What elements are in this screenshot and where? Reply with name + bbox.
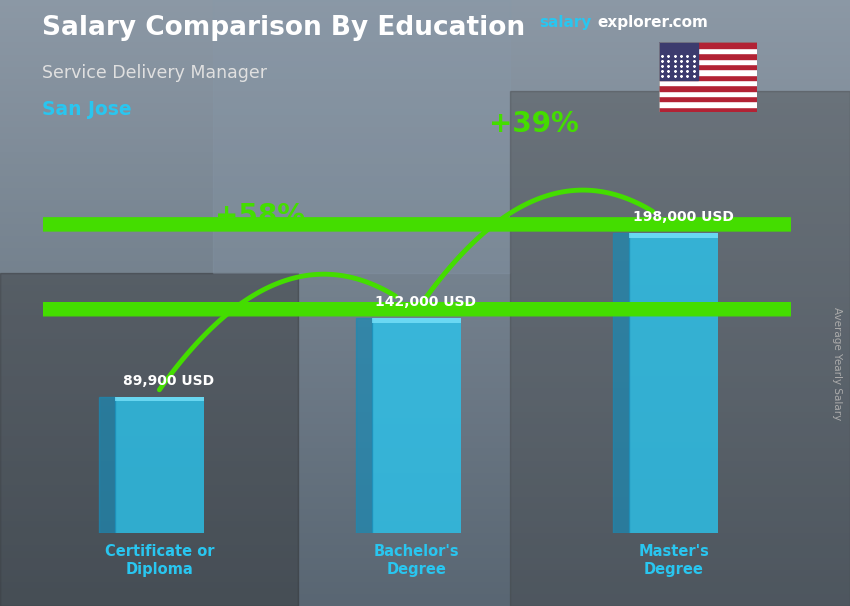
Bar: [115, 397, 204, 533]
Text: 89,900 USD: 89,900 USD: [123, 374, 214, 388]
Bar: [659, 59, 756, 64]
Text: Salary Comparison By Education: Salary Comparison By Education: [42, 15, 525, 41]
Bar: [372, 318, 461, 533]
Bar: [659, 53, 756, 59]
Text: .com: .com: [667, 15, 708, 30]
Bar: [659, 107, 756, 112]
Text: explorer: explorer: [598, 15, 670, 30]
Bar: [629, 233, 718, 533]
Polygon shape: [99, 397, 115, 533]
Bar: [659, 91, 756, 96]
Polygon shape: [0, 302, 850, 316]
Text: San Jose: San Jose: [42, 100, 132, 119]
Text: +39%: +39%: [489, 110, 578, 138]
Bar: [659, 75, 756, 80]
Bar: [629, 233, 718, 238]
Bar: [0, 273, 298, 606]
Bar: [212, 0, 510, 273]
Bar: [659, 96, 756, 101]
Text: +58%: +58%: [215, 202, 305, 230]
Bar: [115, 397, 204, 401]
Bar: [659, 42, 698, 80]
Polygon shape: [356, 318, 372, 533]
Bar: [659, 64, 756, 69]
Text: Service Delivery Manager: Service Delivery Manager: [42, 64, 268, 82]
Text: Average Yearly Salary: Average Yearly Salary: [832, 307, 842, 420]
Polygon shape: [613, 233, 629, 533]
Bar: [659, 69, 756, 75]
Bar: [659, 80, 756, 85]
Text: 142,000 USD: 142,000 USD: [376, 295, 476, 309]
Bar: [659, 101, 756, 107]
Polygon shape: [0, 218, 850, 231]
Bar: [659, 48, 756, 53]
Bar: [510, 91, 850, 606]
Text: 198,000 USD: 198,000 USD: [632, 210, 734, 224]
Bar: [659, 42, 756, 48]
Bar: [659, 85, 756, 91]
Text: salary: salary: [540, 15, 592, 30]
Bar: [372, 318, 461, 322]
